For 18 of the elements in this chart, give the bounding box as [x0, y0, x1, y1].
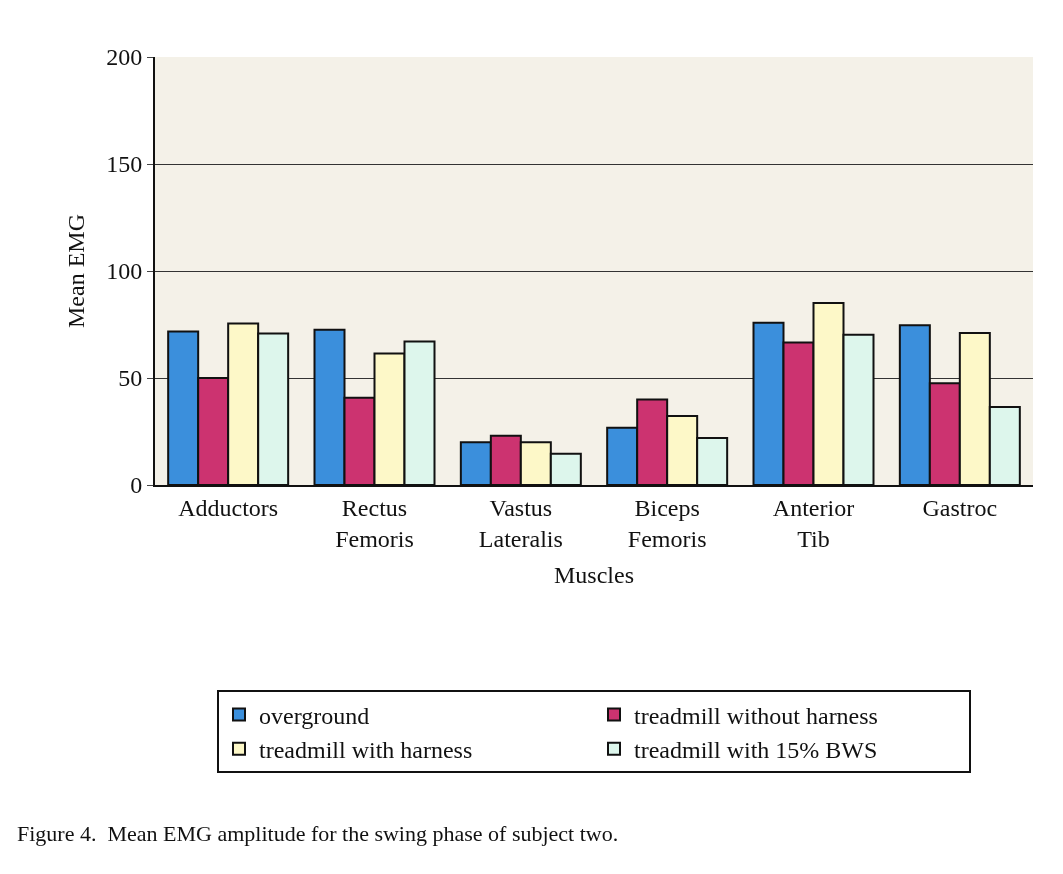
x-tick-label: Anterior Tib	[772, 494, 855, 552]
y-axis-title: Mean EMG	[62, 214, 89, 328]
x-tick-label: Gastroc	[922, 494, 998, 521]
legend-label: treadmill with harness	[259, 737, 473, 764]
y-tick-label: 200	[106, 44, 143, 71]
y-tick-label: 0	[130, 472, 143, 499]
caption: Figure 4. Mean EMG amplitude for the swing phase of subject two.	[17, 821, 619, 846]
y-tick-label: 100	[106, 258, 143, 285]
legend-label: treadmill without harness	[634, 702, 878, 729]
legend-label: treadmill with 15% BWS	[634, 737, 878, 764]
y-tick-label: 150	[106, 151, 143, 178]
x-tick-label: Vastus Lateralis	[478, 494, 563, 552]
x-axis-title: Muscles	[554, 561, 634, 588]
x-tick-label: Adductors	[178, 494, 279, 521]
x-tick-label: Rectus Femoris	[335, 494, 414, 552]
y-tick-label: 50	[118, 365, 143, 392]
x-tick-label: Biceps Femoris	[627, 494, 707, 552]
legend-label: overground	[259, 702, 370, 729]
